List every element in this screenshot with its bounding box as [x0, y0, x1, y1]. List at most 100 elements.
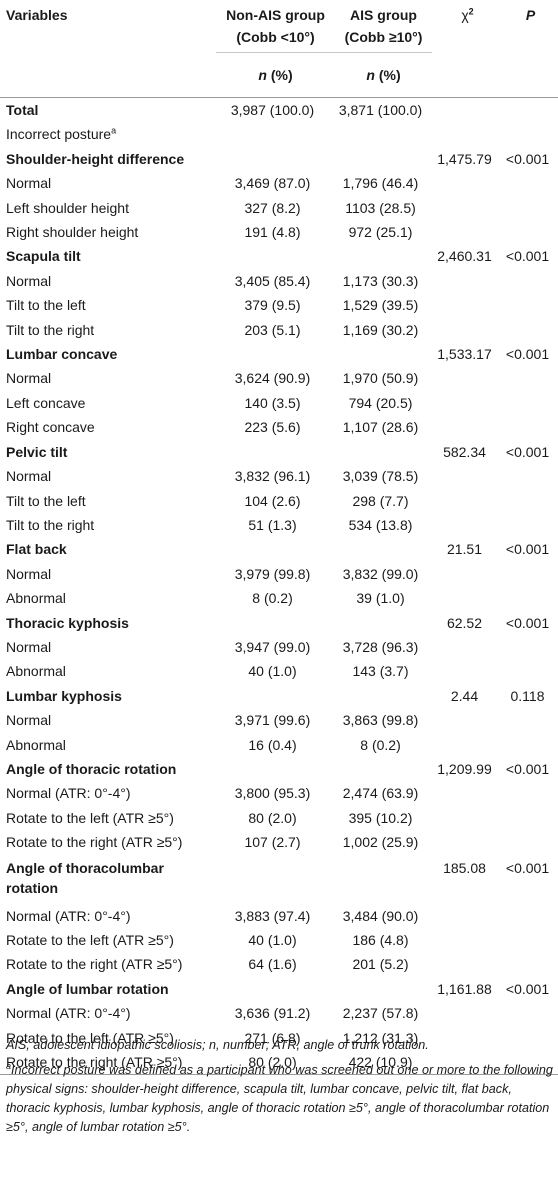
ais-value — [329, 122, 432, 146]
p-value — [497, 98, 558, 123]
chi-square-value — [432, 1001, 497, 1025]
non-ais-value: 8 (0.2) — [252, 590, 293, 607]
ais-value: 1,212 (31.3) — [342, 1029, 419, 1046]
table-row: Scapula tilt 2,460.31 <0.001 — [0, 244, 558, 268]
non-ais-value: 16 (0.4) — [248, 736, 297, 753]
p-value — [497, 781, 558, 805]
non-ais-value: 379 (9.5) — [244, 297, 301, 314]
row-label: Tilt to the right — [6, 321, 95, 338]
non-ais-value: 3,832 (96.1) — [234, 468, 311, 485]
row-label: Angle of thoracolumbar rotation — [6, 859, 164, 896]
p-value — [497, 733, 558, 757]
chi-square-value — [432, 366, 497, 390]
chi-square-value — [432, 196, 497, 220]
ais-value — [329, 855, 432, 904]
p-value: 0.118 — [510, 687, 545, 704]
row-label: Normal (ATR: 0°-4°) — [6, 907, 131, 924]
table-row: Left concave 140 (3.5) 794 (20.5) — [0, 391, 558, 415]
row-label: Normal — [6, 468, 52, 485]
ais-value: 1,970 (50.9) — [342, 370, 419, 387]
p-value — [497, 708, 558, 732]
non-ais-value — [216, 122, 329, 146]
non-ais-value: 191 (4.8) — [244, 224, 301, 241]
row-label: Tilt to the left — [6, 492, 86, 509]
ais-value: 39 (1.0) — [356, 590, 405, 607]
table-row: Angle of thoracic rotation 1,209.99 <0.001 — [0, 757, 558, 781]
ais-value: 534 (13.8) — [348, 516, 413, 533]
row-label: Lumbar concave — [6, 346, 118, 363]
chi-square-value — [432, 464, 497, 488]
p-value — [497, 1050, 558, 1076]
non-ais-value: 3,624 (90.9) — [234, 370, 311, 387]
header-chi-square: χ2 — [461, 6, 474, 23]
ais-value: 186 (4.8) — [352, 932, 409, 948]
table-row: Right concave 223 (5.6) 1,107 (28.6) — [0, 415, 558, 439]
row-label: Thoracic kyphosis — [6, 614, 129, 631]
row-label: Left concave — [6, 394, 86, 411]
chi-square-value: 1,161.88 — [437, 980, 492, 997]
ais-value: 1,796 (46.4) — [342, 175, 419, 192]
chi-square-value: 1,475.79 — [437, 150, 492, 167]
p-value: <0.001 — [505, 760, 550, 777]
chi-square-value: 1,533.17 — [437, 346, 492, 363]
table-row: Rotate to the left (ATR ≥5°) 80 (2.0) 395 … — [0, 806, 558, 830]
chi-square-value — [432, 415, 497, 439]
table-row: Rotate to the right (ATR ≥5°) 64 (1.6) 201… — [0, 952, 558, 976]
row-label: Angle of thoracic rotation — [6, 760, 177, 777]
row-label: Rotate to the right (ATR ≥5°) — [6, 956, 183, 973]
chi-square-value — [432, 122, 497, 146]
non-ais-value: 3,469 (87.0) — [234, 175, 311, 192]
posture-comparison-table: Variables Non-AIS group AIS group χ2 P (… — [0, 4, 558, 1076]
table-row: Normal (ATR: 0°-4°) 3,636 (91.2) 2,237 (57… — [0, 1001, 558, 1025]
row-label: Normal — [6, 272, 52, 289]
table-row: Abnormal 40 (1.0) 143 (3.7) — [0, 659, 558, 683]
header-non-ais-cobb: (Cobb <10°) — [216, 26, 329, 53]
ais-value: 3,039 (78.5) — [342, 468, 419, 485]
p-value — [497, 464, 558, 488]
table-row: Thoracic kyphosis 62.52 <0.001 — [0, 611, 558, 635]
table-header: Variables Non-AIS group AIS group χ2 P (… — [0, 4, 558, 98]
row-label: Rotate to the left (ATR ≥5°) — [6, 1029, 174, 1046]
chi-square-value — [432, 318, 497, 342]
row-label: Incorrect posturea — [6, 125, 117, 143]
row-label: Angle of lumbar rotation — [6, 980, 169, 997]
ais-value — [329, 977, 432, 1001]
p-value — [497, 952, 558, 976]
non-ais-value: 40 (1.0) — [248, 932, 297, 948]
table-row: Tilt to the right 203 (5.1) 1,169 (30.2) — [0, 318, 558, 342]
table-row: Tilt to the left 104 (2.6) 298 (7.7) — [0, 489, 558, 513]
row-label: Right concave — [6, 419, 95, 436]
table-row: Normal 3,947 (99.0) 3,728 (96.3) — [0, 635, 558, 659]
non-ais-value: 203 (5.1) — [244, 321, 301, 338]
ais-value: 3,484 (90.0) — [342, 907, 419, 924]
chi-square-value: 582.34 — [443, 443, 486, 460]
non-ais-value: 140 (3.5) — [244, 394, 301, 411]
p-value: <0.001 — [505, 614, 550, 631]
chi-square-value — [432, 269, 497, 293]
non-ais-value — [216, 977, 329, 1001]
row-label: Abnormal — [6, 736, 66, 753]
ais-value: 972 (25.1) — [348, 224, 413, 241]
non-ais-value — [216, 244, 329, 268]
chi-square-value: 62.52 — [446, 614, 483, 631]
table-row: Tilt to the left 379 (9.5) 1,529 (39.5) — [0, 293, 558, 317]
row-label: Lumbar kyphosis — [6, 687, 122, 704]
non-ais-value: 51 (1.3) — [248, 516, 297, 533]
non-ais-value: 3,800 (95.3) — [234, 785, 311, 802]
row-label: Normal (ATR: 0°-4°) — [6, 785, 131, 802]
header-non-ais-n-pct: n (%) — [216, 52, 329, 98]
table-row: Flat back 21.51 <0.001 — [0, 537, 558, 561]
chi-square-value — [432, 708, 497, 732]
ais-value — [329, 440, 432, 464]
table-row: Rotate to the right (ATR ≥5°) 107 (2.7) 1,… — [0, 830, 558, 854]
table-row: Normal 3,832 (96.1) 3,039 (78.5) — [0, 464, 558, 488]
table-row: Normal 3,979 (99.8) 3,832 (99.0) — [0, 562, 558, 586]
row-label: Pelvic tilt — [6, 443, 68, 460]
chi-square-value — [432, 635, 497, 659]
non-ais-value — [216, 440, 329, 464]
table-row: Total 3,987 (100.0) 3,871 (100.0) — [0, 98, 558, 123]
p-value — [497, 391, 558, 415]
table-row: Angle of lumbar rotation 1,161.88 <0.001 — [0, 977, 558, 1001]
row-label: Normal — [6, 175, 52, 192]
